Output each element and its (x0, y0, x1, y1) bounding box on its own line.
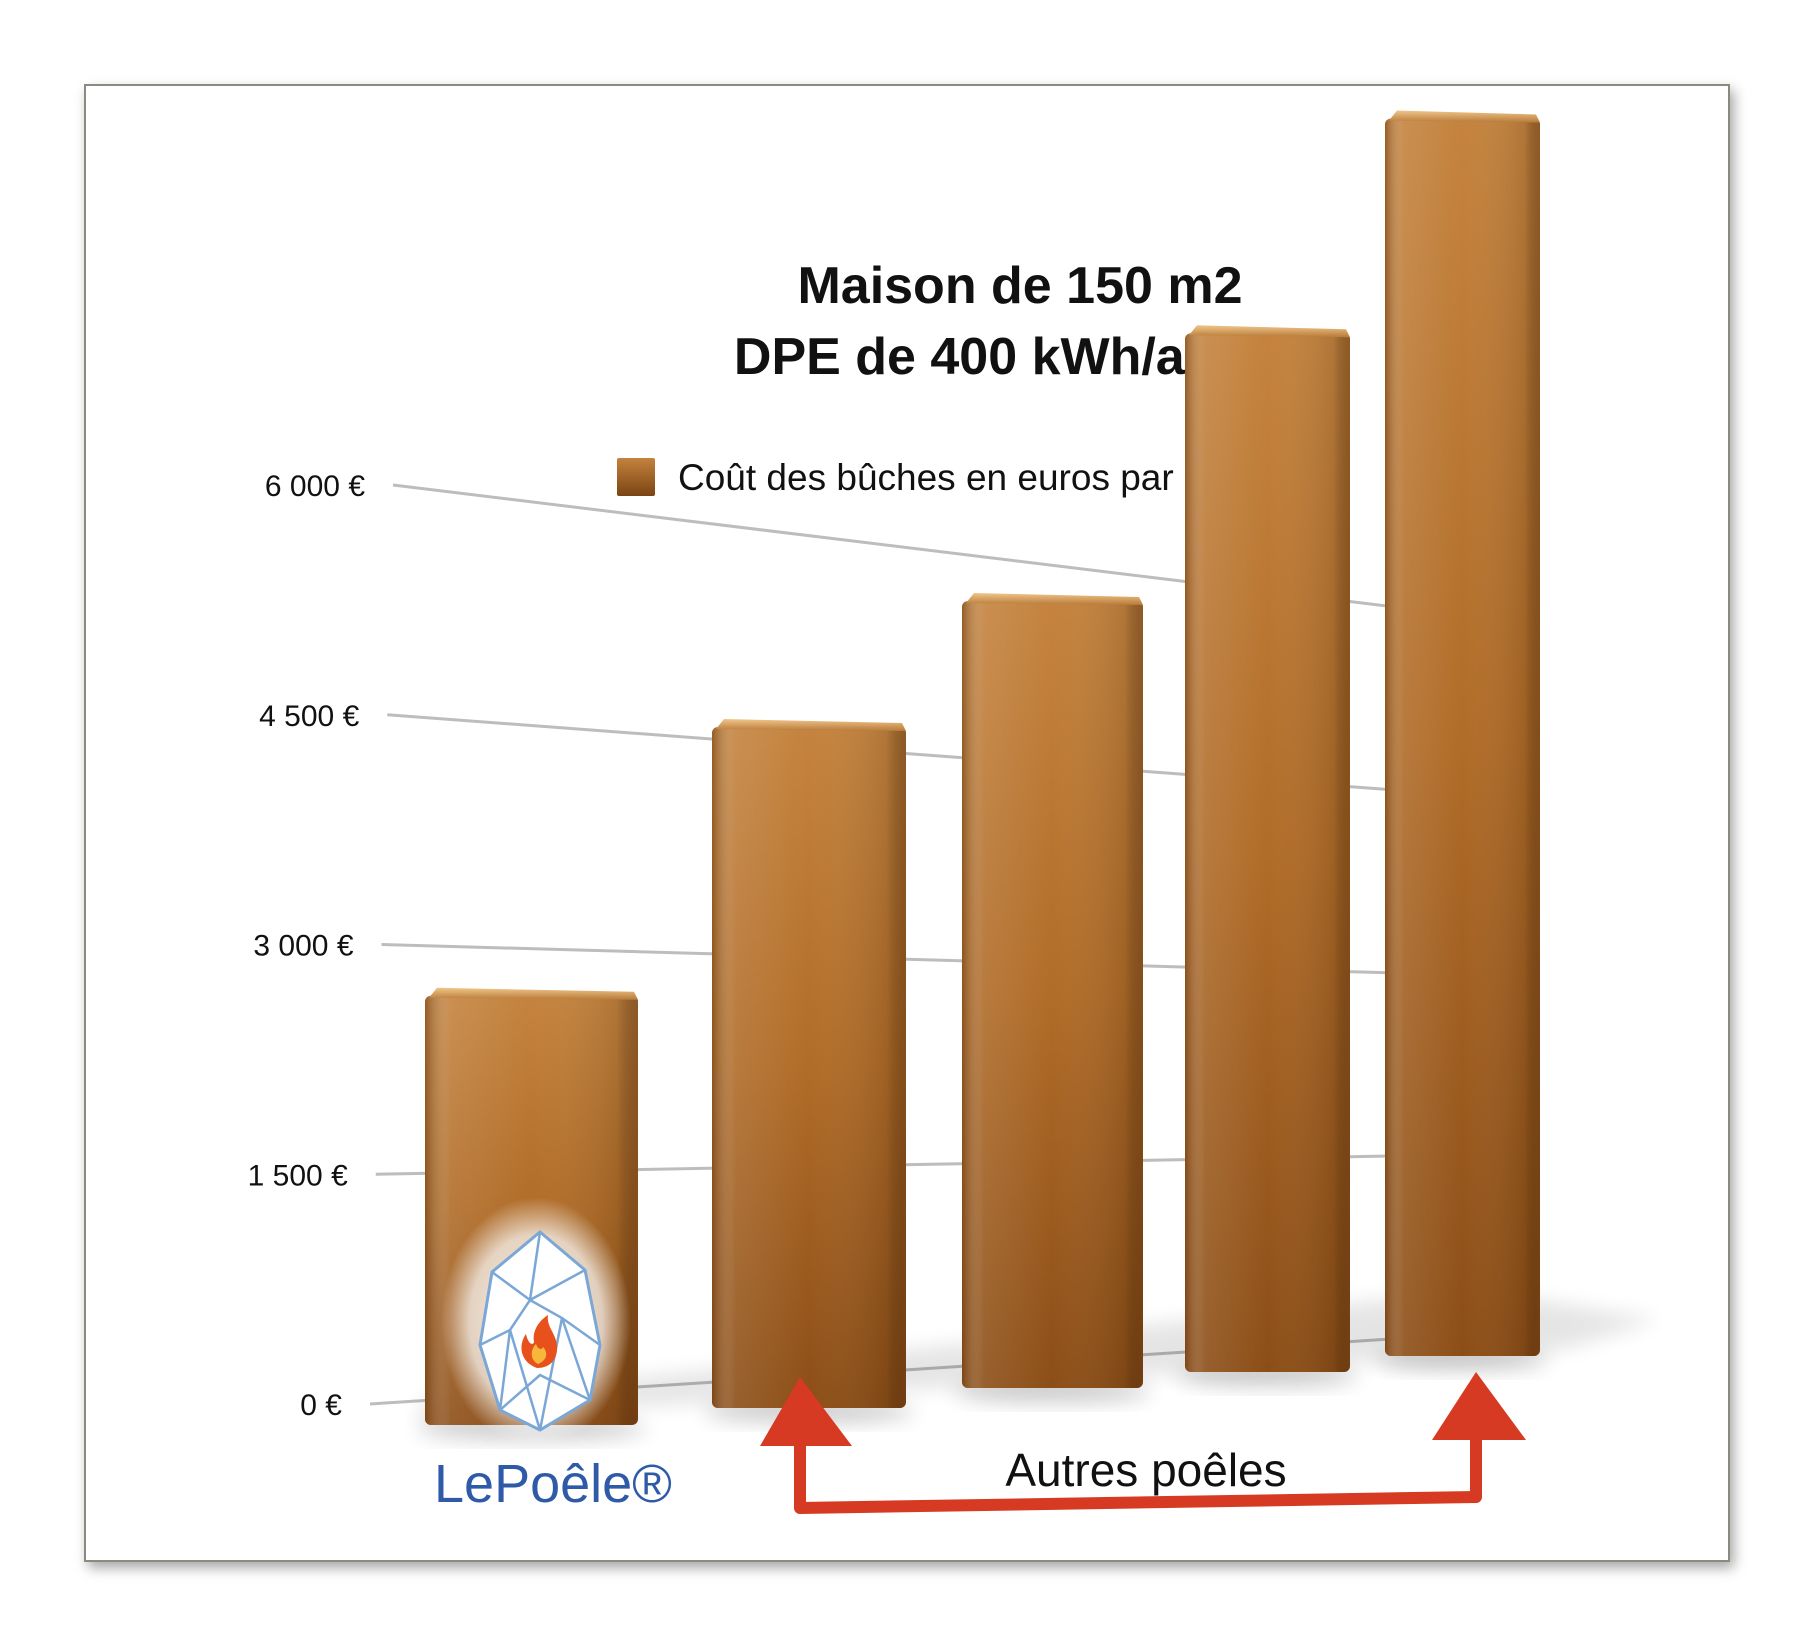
others-label: Autres poêles (1005, 1444, 1286, 1496)
y-tick-label: 1 500 € (248, 1159, 348, 1192)
legend-label: Coût des bûches en euros par an (678, 457, 1225, 498)
lepoele-logo: LePoêle® (434, 1197, 672, 1514)
y-axis-ticks: 0 € 1 500 € 3 000 € 4 500 € 6 000 € (248, 470, 366, 1422)
chart-title-line-1: Maison de 150 m2 (797, 257, 1242, 315)
bar (1177, 325, 1358, 1386)
arrow-up-icon (1432, 1372, 1526, 1440)
flame-icon (521, 1315, 558, 1368)
bar (704, 719, 914, 1422)
bar (1377, 110, 1548, 1370)
y-tick-label: 4 500 € (259, 700, 359, 733)
y-tick-label: 3 000 € (253, 930, 353, 963)
legend-swatch (617, 458, 655, 496)
others-bracket: Autres poêles (760, 1372, 1526, 1514)
y-tick-label: 0 € (300, 1389, 342, 1422)
y-tick-label: 6 000 € (265, 470, 365, 503)
bar (954, 593, 1151, 1402)
brand-label: LePoêle® (434, 1454, 672, 1514)
bars (417, 110, 1660, 1439)
arrow-up-icon (760, 1377, 852, 1446)
